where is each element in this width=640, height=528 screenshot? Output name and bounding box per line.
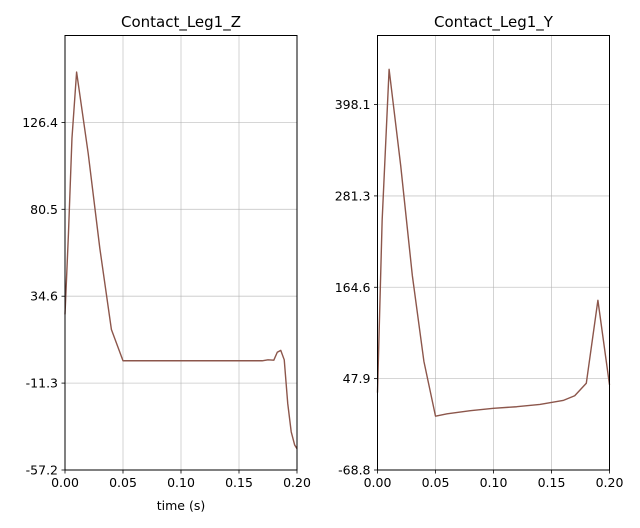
x-axis-label: time (s) [157, 498, 205, 513]
x-tick-label: 0.10 [167, 475, 195, 490]
chart-title: Contact_Leg1_Z [121, 13, 241, 32]
plot-area [64, 71, 298, 450]
y-tick-label: 164.6 [335, 280, 371, 295]
plot-area [376, 68, 611, 417]
x-tick-label: 0.20 [596, 475, 624, 490]
y-tick-label: 34.6 [30, 289, 58, 304]
subplot-contact-leg1-y: 0.00 0.05 0.10 0.15 0.20 -68.8 47.9 164.6 281.3… [335, 13, 624, 490]
x-tick-label: 0.05 [109, 475, 137, 490]
x-axis-ticks: 0.00 0.05 0.10 0.15 0.20 [51, 470, 311, 490]
x-axis-ticks: 0.00 0.05 0.10 0.15 0.20 [364, 470, 624, 490]
grid-lines [377, 35, 610, 470]
x-tick-label: 0.20 [283, 475, 311, 490]
y-axis-ticks: -68.8 47.9 164.6 281.3 398.1 [335, 97, 378, 478]
y-tick-label: 281.3 [335, 188, 371, 203]
y-tick-label: -68.8 [338, 463, 370, 478]
grid-lines [65, 35, 297, 470]
x-tick-label: 0.15 [538, 475, 566, 490]
subplot-contact-leg1-z: 0.00 0.05 0.10 0.15 0.20 -57.2 -11.3 34.6 80.5 1… [22, 13, 311, 513]
y-tick-label: 126.4 [22, 115, 58, 130]
series-line [376, 68, 611, 417]
y-tick-label: -11.3 [26, 376, 58, 391]
series-line [64, 71, 298, 450]
y-tick-label: 398.1 [335, 97, 371, 112]
x-tick-label: 0.10 [480, 475, 508, 490]
chart-title: Contact_Leg1_Y [434, 13, 554, 32]
y-tick-label: 47.9 [343, 371, 371, 386]
y-tick-label: 80.5 [30, 202, 58, 217]
y-tick-label: -57.2 [26, 463, 58, 478]
y-axis-ticks: -57.2 -11.3 34.6 80.5 126.4 [22, 115, 65, 478]
x-tick-label: 0.00 [51, 475, 79, 490]
x-tick-label: 0.00 [364, 475, 392, 490]
x-tick-label: 0.05 [422, 475, 450, 490]
x-tick-label: 0.15 [225, 475, 253, 490]
